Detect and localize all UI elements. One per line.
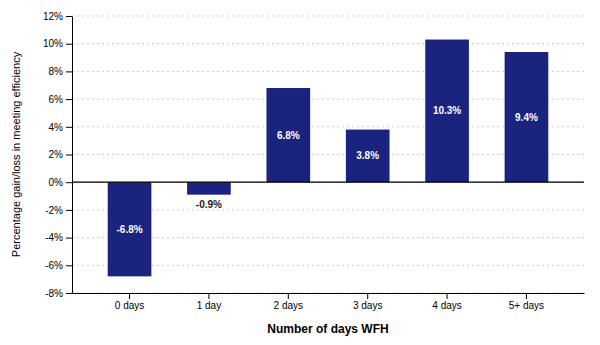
x-tick: 3 days (353, 293, 382, 311)
plot: -8% -6% -4% -2% 0% 2% 4% 6% 8% 10% 12% 0 days 1 day 2… (43, 11, 585, 311)
zero-line (72, 182, 584, 183)
y-tick: 0% (49, 177, 72, 188)
x-tick-mark (129, 293, 130, 299)
y-tick-mark (66, 99, 72, 100)
x-tick-label: 0 days (115, 300, 144, 311)
x-tick-mark (208, 293, 209, 299)
x-tick: 0 days (115, 293, 144, 311)
x-tick-mark (526, 293, 527, 299)
data-label: -0.9% (196, 199, 222, 210)
x-axis: 0 days 1 day 2 days 3 days 4 days 5+ days (73, 293, 585, 311)
bar (187, 182, 231, 194)
y-tick: 4% (49, 122, 72, 133)
y-tick-label: 12% (43, 11, 63, 22)
y-axis-title: Percentage gain/loss in meeting efficien… (10, 51, 22, 257)
y-tick-mark (66, 293, 72, 294)
x-tick-label: 2 days (274, 300, 303, 311)
y-tick-label: 6% (49, 94, 64, 105)
bar (266, 88, 310, 182)
x-axis-title: Number of days WFH (267, 322, 388, 336)
chart: -8% -6% -4% -2% 0% 2% 4% 6% 8% 10% 12% 0 days 1 day 2… (0, 0, 600, 345)
y-tick-mark (66, 155, 72, 156)
bar (425, 40, 469, 183)
y-tick: 2% (49, 149, 72, 160)
y-tick-mark (66, 182, 72, 183)
y-tick-mark (66, 16, 72, 17)
y-tick-mark (66, 44, 72, 45)
y-tick-label: 0% (49, 177, 64, 188)
x-axis-line (73, 293, 585, 294)
data-labels: -6.8% -0.9% 6.8% 3.8% 10.3% 9.4% (116, 105, 537, 234)
y-tick: -2% (45, 205, 72, 216)
x-tick-label: 1 day (197, 300, 221, 311)
y-axis: -8% -6% -4% -2% 0% 2% 4% 6% 8% 10% 12% (43, 11, 73, 299)
grid-line (72, 43, 584, 44)
bar (505, 52, 549, 182)
y-tick: 6% (49, 94, 72, 105)
y-axis-line (72, 17, 73, 294)
x-tick-mark (447, 293, 448, 299)
grid-line (72, 16, 584, 17)
data-label: 3.8% (356, 150, 379, 161)
grid-line (72, 293, 584, 294)
x-tick-label: 3 days (353, 300, 382, 311)
x-tick: 1 day (197, 293, 221, 311)
data-label: -6.8% (116, 224, 142, 235)
y-tick: 12% (43, 11, 72, 22)
y-tick-mark (66, 210, 72, 211)
x-tick-mark (288, 293, 289, 299)
grid (72, 16, 584, 293)
y-tick-mark (66, 127, 72, 128)
grid-line (72, 182, 584, 183)
y-tick-label: 2% (49, 149, 64, 160)
x-tick: 4 days (432, 293, 461, 311)
y-tick-mark (66, 238, 72, 239)
x-tick-label: 4 days (432, 300, 461, 311)
bar (346, 130, 390, 183)
y-tick-mark (66, 265, 72, 266)
y-tick-label: -2% (45, 205, 63, 216)
data-label: 10.3% (433, 105, 461, 116)
data-label: 9.4% (515, 112, 538, 123)
y-tick: -8% (45, 288, 72, 299)
y-tick: -6% (45, 260, 72, 271)
y-tick-mark (66, 71, 72, 72)
bars (108, 40, 549, 277)
data-label: 6.8% (277, 130, 300, 141)
x-tick: 2 days (274, 293, 303, 311)
x-tick: 5+ days (509, 293, 544, 311)
y-tick-label: -4% (45, 232, 63, 243)
x-tick-mark (367, 293, 368, 299)
bar (108, 182, 152, 276)
y-tick-label: 4% (49, 122, 64, 133)
y-tick: 10% (43, 38, 72, 49)
y-tick-label: 8% (49, 66, 64, 77)
y-tick: -4% (45, 232, 72, 243)
y-tick: 8% (49, 66, 72, 77)
x-tick-label: 5+ days (509, 300, 544, 311)
y-tick-label: -6% (45, 260, 63, 271)
y-tick-label: 10% (43, 38, 63, 49)
y-tick-label: -8% (45, 288, 63, 299)
